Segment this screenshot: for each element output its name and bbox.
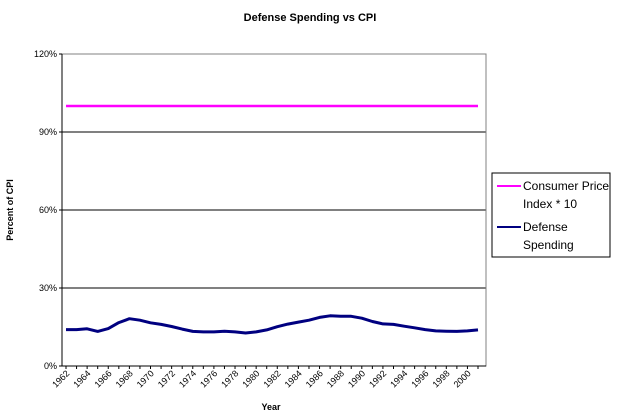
- x-tick-label: 1984: [283, 368, 304, 389]
- y-axis-label: Percent of CPI: [5, 179, 15, 241]
- x-tick-label: 1962: [50, 368, 71, 389]
- x-tick-label: 1966: [92, 368, 113, 389]
- y-tick-label: 0%: [44, 361, 57, 371]
- x-tick-label: 1982: [261, 368, 282, 389]
- x-tick-label: 1992: [367, 368, 388, 389]
- x-tick-label: 1976: [198, 368, 219, 389]
- x-tick-label: 1994: [388, 368, 409, 389]
- chart-title: Defense Spending vs CPI: [244, 12, 377, 24]
- x-tick-label: 2000: [452, 368, 473, 389]
- y-tick-label: 60%: [39, 205, 57, 215]
- x-tick-label: 1990: [346, 368, 367, 389]
- x-tick-label: 1998: [430, 368, 451, 389]
- x-tick-label: 1996: [409, 368, 430, 389]
- x-tick-label: 1988: [325, 368, 346, 389]
- legend-label-cpi-line2: Index * 10: [523, 197, 577, 211]
- x-tick-label: 1974: [177, 368, 198, 389]
- legend-label-defense-line2: Spending: [523, 238, 574, 252]
- legend-label-defense-line1: Defense: [523, 220, 568, 234]
- x-tick-label: 1964: [71, 368, 92, 389]
- y-tick-label: 90%: [39, 127, 57, 137]
- legend: Consumer Price Index * 10 Defense Spendi…: [491, 172, 611, 258]
- x-tick-label: 1980: [240, 368, 261, 389]
- x-tick-label: 1978: [219, 368, 240, 389]
- y-tick-label: 30%: [39, 283, 57, 293]
- x-tick-label: 1968: [114, 368, 135, 389]
- x-axis-label: Year: [261, 402, 281, 412]
- y-tick-label: 120%: [34, 49, 57, 59]
- legend-label-cpi-line1: Consumer Price: [523, 179, 609, 193]
- x-tick-label: 1972: [156, 368, 177, 389]
- x-tick-label: 1986: [304, 368, 325, 389]
- series-line-defense: [66, 314, 479, 335]
- x-tick-label: 1970: [135, 368, 156, 389]
